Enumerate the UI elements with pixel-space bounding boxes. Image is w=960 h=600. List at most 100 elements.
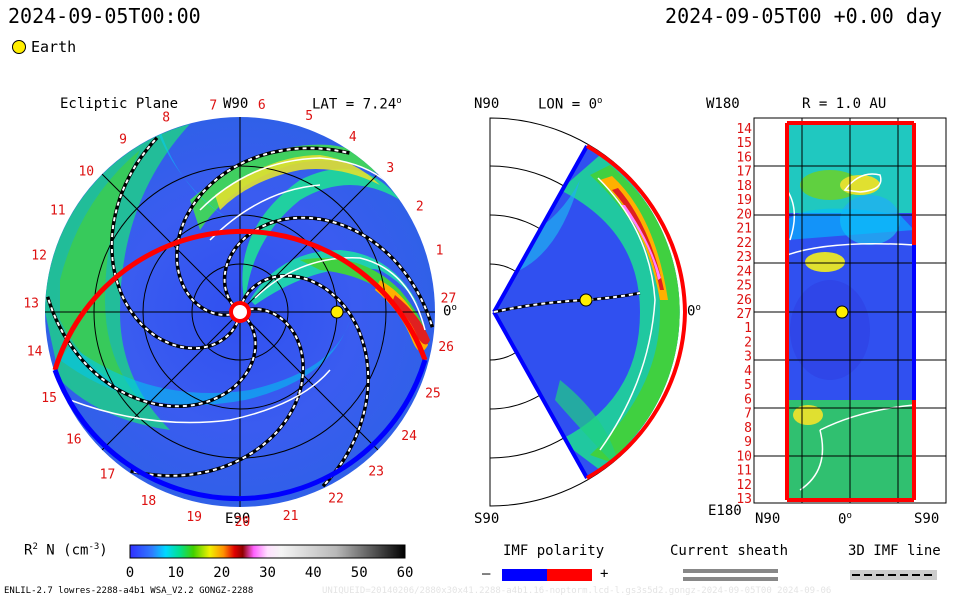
sphere-y-label: 17	[736, 165, 752, 180]
colorbar-tick-label: 10	[167, 565, 184, 581]
imf-plus-label: +	[600, 566, 609, 582]
sphere-y-label: 26	[736, 293, 752, 308]
sphere-y-label: 5	[744, 378, 752, 393]
ecliptic-title: Ecliptic Plane	[60, 96, 179, 112]
meridional-lon-label: LON = 0o	[538, 96, 603, 113]
sphere-y-label: 2	[744, 336, 752, 351]
sphere-y-label: 12	[736, 478, 752, 493]
ecliptic-lat-label: LAT = 7.24o	[312, 96, 402, 113]
sphere-y-label: 13	[736, 492, 752, 507]
colorbar-label: R2 N (cm-3)	[24, 542, 108, 559]
carrington-label: 26	[438, 340, 454, 355]
colorbar-tick-label: 20	[213, 565, 230, 581]
sphere-y-label: 16	[736, 151, 752, 166]
ecliptic-bottom-label: E90	[225, 511, 251, 527]
imf-polarity-title: IMF polarity	[503, 543, 605, 559]
imf-minus-label: –	[482, 566, 491, 582]
sphere-y-label: 10	[736, 449, 752, 464]
sphere-y-label: 1	[744, 321, 752, 336]
carrington-label: 21	[283, 509, 299, 524]
carrington-label: 5	[305, 109, 313, 124]
carrington-label: 22	[328, 492, 344, 507]
ecliptic-right-label: 0o	[443, 303, 457, 320]
colorbar-tick-label: 0	[126, 565, 134, 581]
carrington-label: 20	[235, 515, 251, 530]
sphere-y-label: 8	[744, 421, 752, 436]
date-right: 2024-09-05T00 +0.00 day	[665, 4, 942, 28]
sphere-y-label: 24	[736, 264, 752, 279]
carrington-label: 19	[186, 510, 202, 525]
imf-spiral-line-dash	[241, 274, 370, 487]
colorbar-tick-label: 40	[305, 565, 322, 581]
carrington-label: 18	[141, 494, 157, 509]
meridional-right-label: 0o	[687, 303, 701, 320]
sphere-y-label: 4	[744, 364, 752, 379]
imf-3d-line-title: 3D IMF line	[848, 543, 941, 559]
carrington-label: 27	[441, 291, 457, 306]
carrington-label: 25	[425, 387, 441, 402]
imf-spiral-line-dash	[110, 137, 239, 350]
sphere-y-label: 23	[736, 250, 752, 265]
earth-marker-icon	[12, 40, 26, 54]
date-left: 2024-09-05T00:00	[8, 4, 201, 28]
sphere-x-label: S90	[914, 511, 940, 527]
sphere-y-label: 22	[736, 236, 752, 251]
current-sheath-title: Current sheath	[670, 543, 789, 559]
sphere-x-label: 0o	[838, 511, 852, 528]
sphere-map: 1415161718192021222324252627123456789101…	[736, 117, 947, 507]
sphere-top-label: W180	[706, 96, 740, 112]
carrington-label: 8	[162, 110, 170, 125]
meridional-bottom-label: S90	[474, 511, 500, 527]
imf-polarity-legend	[502, 569, 592, 581]
sphere-y-label: 9	[744, 435, 752, 450]
sphere-y-label: 11	[736, 464, 752, 479]
imf-spiral-line-dash	[223, 216, 434, 328]
carrington-label: 4	[349, 130, 357, 145]
carrington-label: 17	[100, 468, 116, 483]
sphere-bottom-label: E180	[708, 503, 742, 519]
earth-legend-label: Earth	[31, 38, 77, 56]
colorbar: 0 10 20 30 40 50 60	[126, 544, 414, 581]
sphere-y-label: 19	[736, 193, 752, 208]
sphere-y-label: 6	[744, 392, 752, 407]
meridional-top-label: N90	[474, 96, 500, 112]
colorbar-tick-label: 30	[259, 565, 276, 581]
current-sheath-legend	[683, 569, 778, 581]
carrington-label: 15	[41, 391, 57, 406]
carrington-label: 23	[368, 465, 384, 480]
sphere-y-label: 18	[736, 179, 752, 194]
carrington-label: 7	[209, 99, 217, 114]
carrington-label: 13	[23, 296, 39, 311]
sphere-y-label: 20	[736, 207, 752, 222]
sphere-x-label: N90	[755, 511, 781, 527]
colorbar-tick-label: 60	[397, 565, 414, 581]
carrington-label: 6	[258, 98, 266, 113]
carrington-label: 24	[401, 429, 417, 444]
carrington-label: 16	[66, 433, 82, 448]
colorbar-tick-label: 50	[351, 565, 368, 581]
imf-spiral-line-dash	[46, 296, 257, 408]
carrington-label: 9	[119, 133, 127, 148]
carrington-label: 1	[436, 244, 444, 259]
sphere-y-label: 27	[736, 307, 752, 322]
imf-3d-line-legend	[850, 570, 937, 580]
imf-spiral-line-dash	[175, 147, 350, 317]
footer-run-id: UNIQUEID=20140206/2880x30x41.2288-a4b1.1…	[322, 586, 832, 596]
sphere-y-label: 25	[736, 279, 752, 294]
sphere-y-label: 21	[736, 222, 752, 237]
carrington-label: 3	[386, 161, 394, 176]
imf-spiral-line-dash	[130, 307, 305, 477]
carrington-label: 2	[416, 199, 424, 214]
meridional-plane-map	[489, 117, 688, 507]
carrington-label: 10	[78, 164, 94, 179]
sphere-y-label: 15	[736, 136, 752, 151]
ecliptic-top-label: W90	[223, 96, 249, 112]
sphere-y-label: 7	[744, 407, 752, 422]
carrington-label: 11	[50, 204, 66, 219]
sphere-radius-label: R = 1.0 AU	[802, 96, 887, 112]
carrington-label: 14	[27, 345, 43, 360]
sphere-y-label: 3	[744, 350, 752, 365]
